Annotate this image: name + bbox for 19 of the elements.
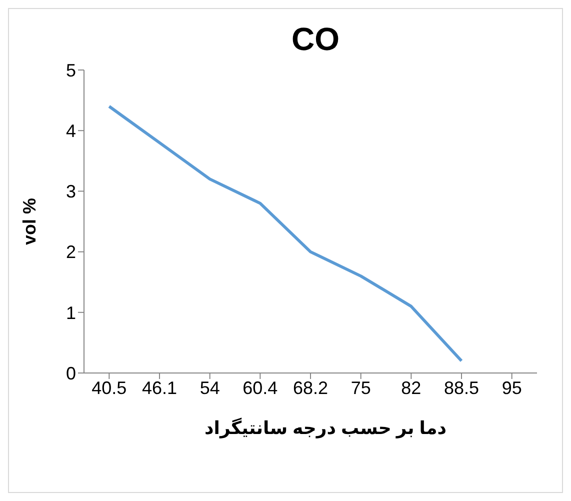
x-axis-title: دما بر حسب درجه سانتیگراد [204, 418, 448, 439]
y-axis-title: vol % [19, 198, 40, 246]
x-tick-label: 75 [350, 378, 371, 398]
x-tick-label: 68.2 [292, 378, 328, 398]
y-tick-label: 2 [66, 242, 76, 262]
x-tick-label: 88.5 [444, 378, 480, 398]
y-tick-label: 0 [66, 363, 76, 384]
line-series [108, 104, 463, 362]
x-tick-label: 82 [401, 378, 422, 398]
x-tick-label: 54 [200, 378, 220, 398]
x-tick-label: 60.4 [242, 378, 278, 398]
x-tick-label: 46.1 [142, 378, 178, 398]
chart-title: CO [290, 21, 340, 58]
y-tick-label: 5 [66, 60, 76, 80]
x-tick-label: 40.5 [92, 378, 127, 398]
x-tick-label: 95 [502, 378, 522, 398]
y-tick-label: 4 [66, 120, 76, 141]
y-tick-label: 3 [66, 182, 76, 202]
y-tick-label: 1 [66, 302, 76, 323]
